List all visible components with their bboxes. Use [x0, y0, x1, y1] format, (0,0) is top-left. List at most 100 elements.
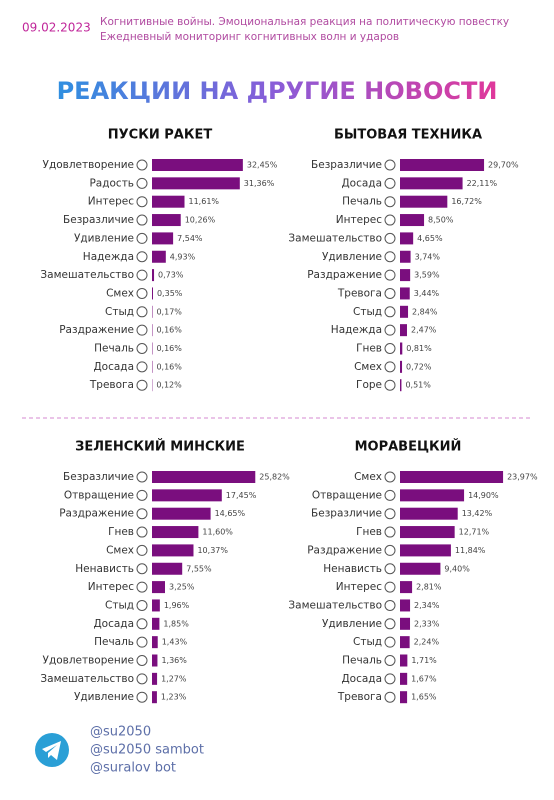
value-label: 14,90% [468, 491, 499, 500]
emotion-icon [136, 361, 148, 373]
bar [400, 379, 402, 392]
bar [400, 672, 408, 685]
bar [152, 507, 211, 520]
bar [400, 360, 403, 373]
value-label: 2,34% [414, 601, 440, 610]
emotion-icon [136, 581, 148, 593]
category-label: Радость [89, 177, 134, 189]
chart-title: ЗЕЛЕНСКИЙ МИНСКИЕ [75, 439, 245, 455]
emotion-icon [136, 177, 148, 189]
bar [152, 636, 158, 649]
value-label: 32,45% [247, 161, 278, 170]
category-label: Стыд [105, 306, 134, 318]
bar [400, 324, 407, 337]
emotion-icon [136, 269, 148, 281]
page-title: РЕАКЦИИ НА ДРУГИЕ НОВОСТИ [57, 77, 498, 105]
emotion-icon [384, 379, 396, 391]
value-label: 2,81% [416, 583, 442, 592]
telegram-icon [35, 733, 69, 767]
bar [400, 250, 411, 263]
category-label: Досада [341, 673, 382, 685]
emotion-icon [384, 251, 396, 263]
emotion-icon [136, 563, 148, 575]
value-label: 3,74% [415, 252, 441, 261]
category-label: Гнев [108, 526, 134, 538]
value-label: 1,23% [161, 693, 187, 702]
bar [152, 214, 181, 227]
category-label: Раздражение [307, 544, 382, 556]
emotion-icon [384, 618, 396, 630]
value-label: 10,37% [197, 546, 228, 555]
value-label: 0,16% [156, 344, 182, 353]
bar [400, 471, 504, 483]
value-label: 0,81% [406, 344, 432, 353]
bar [152, 177, 240, 190]
emotion-icon [136, 544, 148, 556]
date: 09.02.2023 [22, 21, 91, 35]
bar [152, 159, 243, 171]
value-label: 29,70% [488, 161, 519, 170]
bar [400, 159, 485, 171]
footer-handle: @su2050 sambot [90, 743, 204, 758]
emotion-icon [136, 673, 148, 685]
emotion-icon [136, 489, 148, 501]
emotion-icon [384, 269, 396, 281]
emotion-icon [384, 159, 396, 171]
value-label: 0,35% [157, 289, 183, 298]
value-label: 1,65% [411, 693, 437, 702]
bar [400, 636, 410, 649]
emotion-icon [136, 691, 148, 703]
footer-handle: @suralov bot [90, 761, 176, 776]
emotion-icon [136, 618, 148, 630]
value-label: 2,47% [411, 326, 437, 335]
bar [400, 177, 463, 190]
category-label: Замешательство [288, 232, 382, 244]
category-label: Безразличие [311, 159, 382, 171]
value-label: 11,61% [189, 197, 220, 206]
bar [152, 581, 165, 594]
bar [152, 489, 222, 502]
category-label: Отвращение [312, 489, 382, 501]
bar [152, 672, 158, 685]
emotion-icon [384, 599, 396, 611]
category-label: Удивление [74, 691, 134, 703]
bar [152, 599, 160, 612]
bar [152, 232, 174, 245]
value-label: 0,16% [156, 362, 182, 371]
category-label: Надежда [83, 251, 134, 263]
category-label: Безразличие [63, 471, 134, 483]
chart-title: МОРАВЕЦКИЙ [355, 439, 462, 455]
category-label: Стыд [105, 599, 134, 611]
value-label: 0,51% [405, 381, 431, 390]
value-label: 1,71% [411, 656, 437, 665]
category-label: Удовлетворение [43, 159, 134, 171]
category-label: Горе [356, 379, 382, 391]
category-label: Интерес [336, 214, 382, 226]
emotion-icon [136, 599, 148, 611]
emotion-icon [136, 214, 148, 226]
bar [400, 342, 403, 355]
bar [400, 562, 441, 575]
category-label: Отвращение [64, 489, 134, 501]
category-label: Замешательство [40, 269, 134, 281]
category-label: Печаль [342, 655, 382, 667]
bar [152, 526, 199, 539]
emotion-icon [384, 581, 396, 593]
value-label: 1,43% [162, 638, 188, 647]
emotion-icon [136, 324, 148, 336]
bar [152, 195, 185, 208]
bar [400, 507, 458, 520]
value-label: 11,60% [202, 528, 233, 537]
emotion-icon [384, 214, 396, 226]
value-label: 1,96% [164, 601, 190, 610]
value-label: 1,36% [161, 656, 187, 665]
emotion-icon [136, 379, 148, 391]
bar [152, 287, 153, 300]
emotion-icon [384, 691, 396, 703]
emotion-icon [384, 563, 396, 575]
value-label: 3,25% [169, 583, 195, 592]
category-label: Интерес [88, 196, 134, 208]
bar [400, 526, 455, 539]
category-label: Гнев [356, 526, 382, 538]
